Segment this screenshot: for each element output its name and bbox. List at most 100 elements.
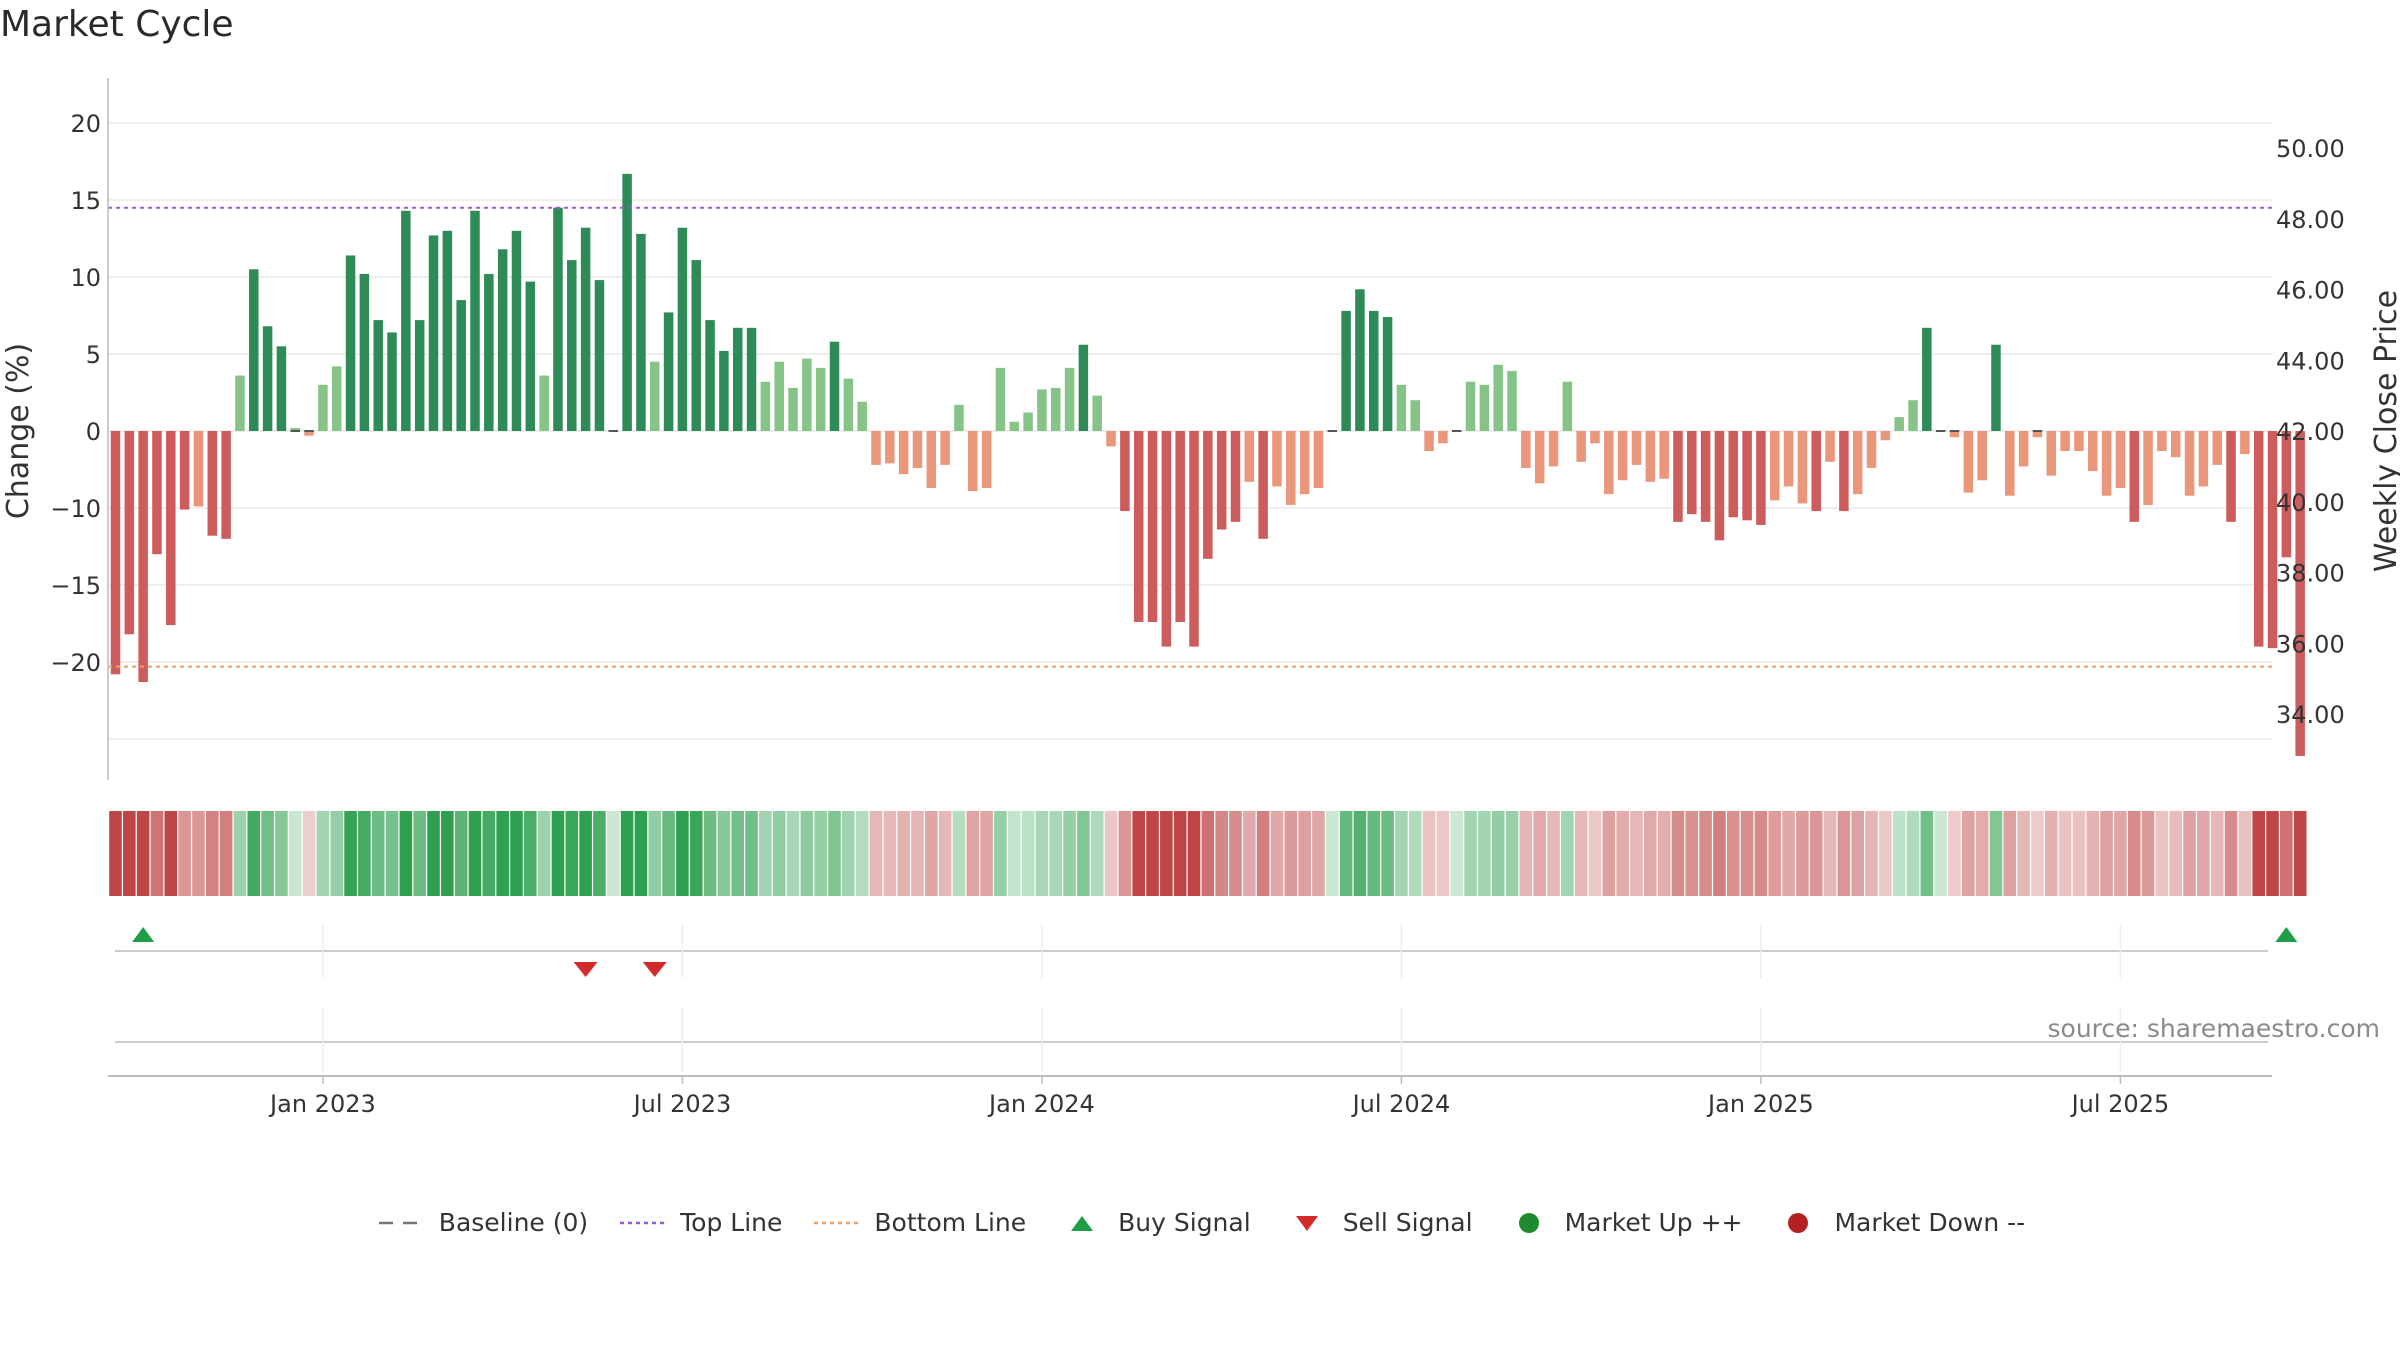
bar: [456, 300, 466, 431]
bar: [788, 387, 798, 431]
heat-cell: [551, 811, 565, 896]
bar: [2018, 431, 2029, 467]
legend-label: Market Up ++: [1564, 1208, 1743, 1237]
bar: [1147, 431, 1158, 622]
bar: [470, 210, 480, 431]
heat-cell: [2072, 811, 2086, 896]
bar: [2212, 431, 2222, 465]
heat-cell: [994, 811, 1007, 896]
heat-cell: [800, 811, 814, 896]
heat-cell: [1104, 811, 1118, 896]
heat-cell: [1436, 811, 1450, 896]
legend-symbol: [1054, 1211, 1110, 1235]
bar: [968, 431, 978, 492]
legend-item: Top Line: [616, 1208, 782, 1237]
heat-cell: [2003, 811, 2017, 896]
heat-cell: [883, 811, 897, 896]
heat-cell: [385, 811, 399, 896]
x-tick-label: Jan 2023: [268, 1090, 376, 1118]
bar: [1839, 431, 1849, 512]
legend: Baseline (0) Top Line Bottom Line Buy Signa…: [0, 1208, 2400, 1237]
bar: [2032, 431, 2043, 438]
heat-cell: [565, 811, 579, 896]
bar: [954, 404, 964, 431]
heat-cell: [1381, 811, 1394, 896]
heat-cell: [2210, 811, 2224, 896]
heat-cell: [1007, 811, 1021, 896]
heat-cell: [980, 811, 993, 896]
legend-label: Bottom Line: [874, 1208, 1027, 1237]
heat-cell: [2169, 811, 2183, 896]
heat-cell: [2280, 811, 2293, 896]
bar: [331, 366, 342, 431]
bar: [746, 327, 757, 431]
heat-cell: [842, 811, 855, 896]
bar: [1286, 431, 1296, 505]
bar: [2253, 431, 2264, 647]
chart-title: Market Cycle: [0, 4, 234, 45]
heat-cell: [1768, 811, 1782, 896]
heat-cell: [2100, 811, 2113, 896]
heat-cell: [1339, 811, 1353, 896]
heat-cell: [966, 811, 980, 896]
bar: [1244, 431, 1255, 482]
y2-tick-label: 38.00: [2276, 560, 2345, 588]
legend-label: Market Down --: [1834, 1208, 2026, 1237]
heat-cell: [330, 811, 344, 896]
bar: [2157, 431, 2167, 452]
heat-cell: [1353, 811, 1367, 896]
bar: [857, 401, 867, 431]
bar: [1313, 431, 1324, 488]
legend-label: Sell Signal: [1342, 1208, 1473, 1237]
heat-cell: [1865, 811, 1878, 896]
bar: [732, 327, 743, 431]
y2-tick-label: 46.00: [2276, 277, 2345, 305]
heat-cell: [1270, 811, 1284, 896]
y2-tick-label: 44.00: [2276, 347, 2345, 375]
bar: [152, 431, 162, 555]
heat-cell: [1077, 811, 1090, 896]
bar: [1825, 431, 1835, 462]
legend-item: Baseline (0): [375, 1208, 588, 1237]
heat-cell: [1367, 811, 1381, 896]
legend-item: Market Up ++: [1501, 1208, 1743, 1237]
heat-cell: [2031, 811, 2044, 896]
source-credit: source: sharemaestro.com: [2047, 1014, 2381, 1043]
heat-cell: [178, 811, 191, 896]
bar: [580, 227, 591, 431]
heat-cell: [537, 811, 551, 896]
bar: [1631, 431, 1642, 465]
bar: [898, 431, 909, 475]
heat-cell: [1229, 811, 1242, 896]
bar: [981, 431, 992, 488]
heat-cell: [2127, 811, 2141, 896]
y-tick-label: −15: [50, 572, 101, 600]
bar: [414, 320, 425, 431]
legend-symbol: [1501, 1211, 1557, 1235]
heat-cell: [1284, 811, 1298, 896]
legend-label: Baseline (0): [438, 1208, 589, 1237]
bar: [1465, 381, 1476, 431]
bar: [1037, 389, 1047, 431]
bar: [719, 350, 729, 431]
legend-item: Bottom Line: [810, 1208, 1026, 1237]
heat-cell: [1146, 811, 1159, 896]
heat-cell: [1699, 811, 1712, 896]
heat-cell: [1187, 811, 1201, 896]
heat-cell: [2293, 811, 2307, 896]
heat-cell: [496, 811, 509, 896]
heat-cell: [2224, 811, 2238, 896]
bar: [1659, 431, 1669, 479]
legend-item: Buy Signal: [1054, 1208, 1251, 1237]
legend-triangle-up: [1071, 1215, 1094, 1231]
heat-cell: [219, 811, 233, 896]
heat-cell: [1643, 811, 1657, 896]
bar: [235, 375, 245, 431]
bar: [829, 341, 840, 431]
bar: [1341, 310, 1351, 431]
heat-cell: [1491, 811, 1505, 896]
heat-cell: [441, 811, 454, 896]
heat-cell: [1975, 811, 1989, 896]
bar: [2143, 431, 2153, 505]
bar: [1894, 417, 1904, 431]
